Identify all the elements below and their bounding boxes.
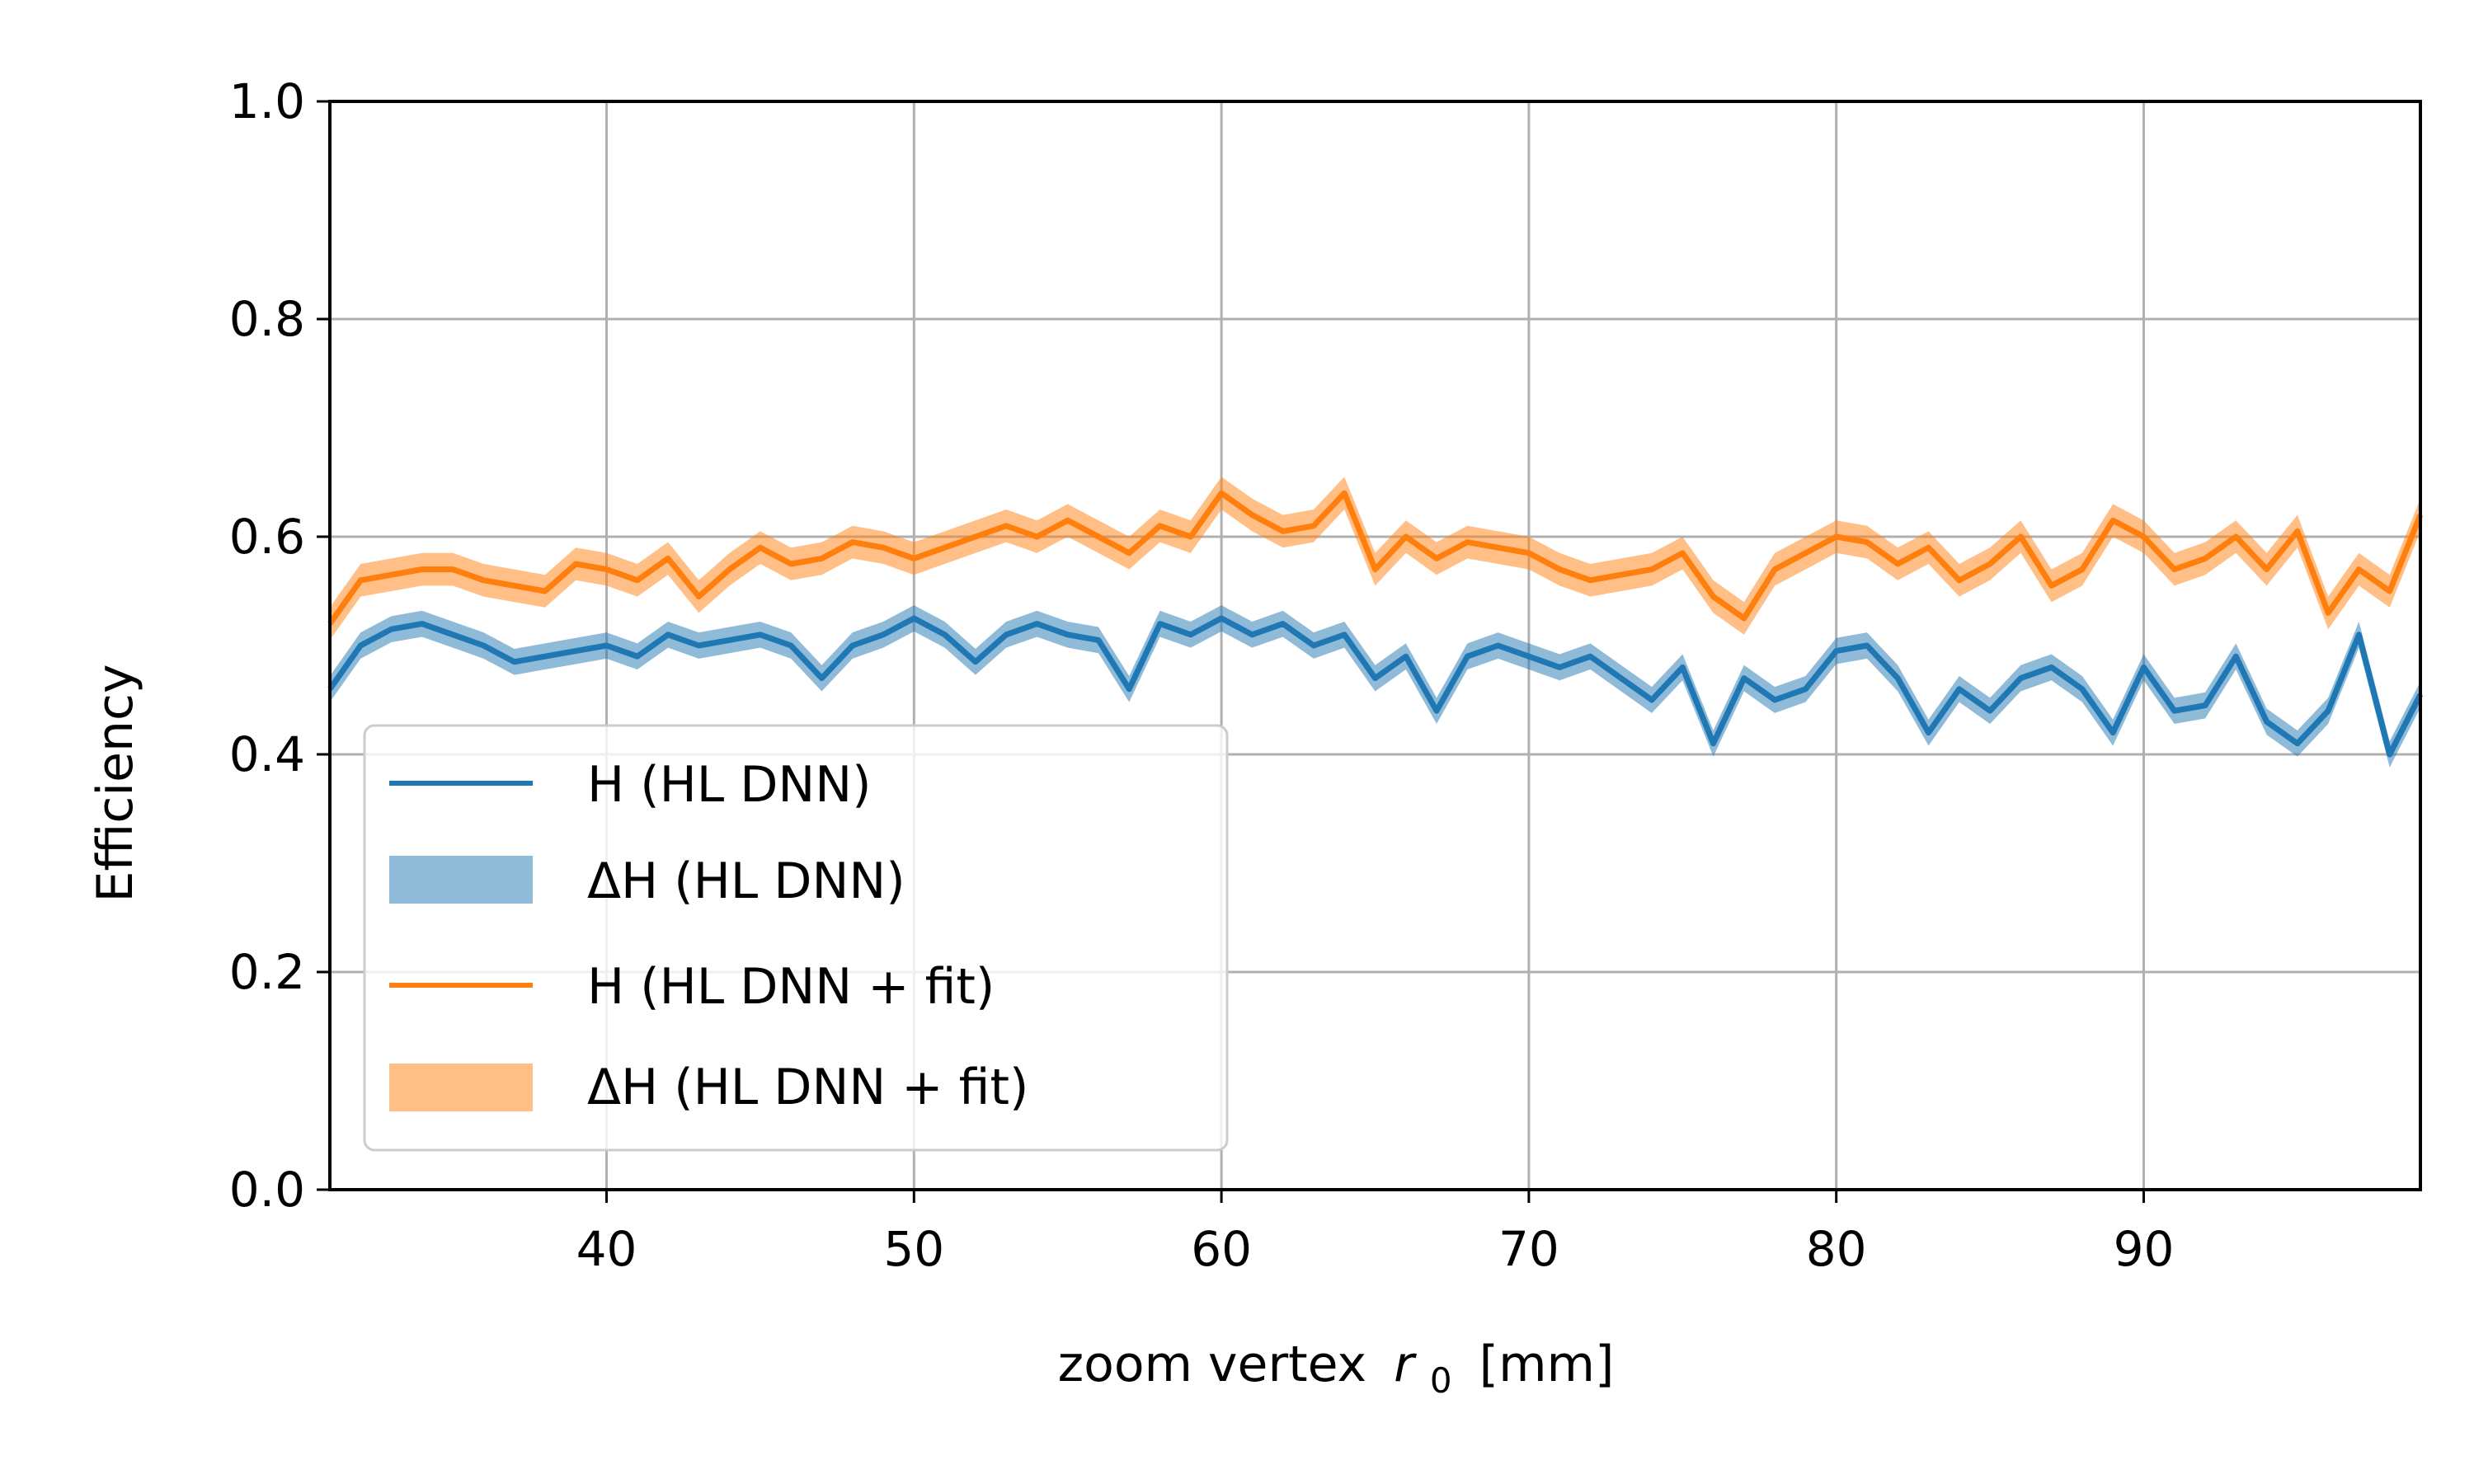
x-tick-label-80: 80	[1806, 1221, 1867, 1277]
legend-label-dh-hl-dnn: ΔH (HL DNN)	[587, 852, 905, 910]
series-line-0	[327, 615, 2424, 758]
axis-ticks: 40 50 60 70 80 90 0.0 0.2 0.4 0.6 0.8 1.0	[229, 73, 2175, 1277]
legend-box	[363, 724, 1229, 1152]
uncertainty-band-1	[330, 477, 2420, 641]
series-line-1	[327, 490, 2424, 626]
x-tick-label-40: 40	[576, 1221, 637, 1277]
series-lines	[327, 490, 2424, 758]
y-tick-label-1: 0.2	[229, 944, 305, 1000]
legend-swatch-dh-hl-dnn	[389, 856, 533, 904]
legend-label-dh-hl-dnn-fit: ΔH (HL DNN + fit)	[587, 1059, 1028, 1116]
x-axis-label: zoom vertex r 0 [mm]	[1058, 1336, 1615, 1405]
x-axis-label-symbol: r	[1394, 1336, 1417, 1393]
x-axis-label-text: zoom vertex	[1058, 1336, 1366, 1393]
legend: H (HL DNN) ΔH (HL DNN) H (HL DNN + fit) …	[363, 724, 1229, 1152]
x-tick-label-50: 50	[883, 1221, 944, 1277]
y-tick-label-4: 0.8	[229, 291, 305, 347]
y-tick-label-2: 0.4	[229, 726, 305, 782]
legend-label-h-hl-dnn: H (HL DNN)	[587, 756, 872, 814]
x-tick-label-60: 60	[1191, 1221, 1252, 1277]
legend-swatch-dh-hl-dnn-fit	[389, 1064, 533, 1111]
y-tick-label-5: 1.0	[229, 73, 305, 129]
x-tick-label-90: 90	[2114, 1221, 2175, 1277]
y-tick-label-3: 0.6	[229, 509, 305, 565]
x-axis-label-subscript: 0	[1430, 1360, 1452, 1401]
y-axis-label: Efficiency	[87, 664, 144, 902]
y-tick-label-0: 0.0	[229, 1162, 305, 1218]
x-tick-label-70: 70	[1498, 1221, 1559, 1277]
legend-label-h-hl-dnn-fit: H (HL DNN + fit)	[587, 958, 995, 1016]
x-axis-label-unit: [mm]	[1479, 1336, 1615, 1393]
plot-frame	[328, 100, 2422, 1191]
